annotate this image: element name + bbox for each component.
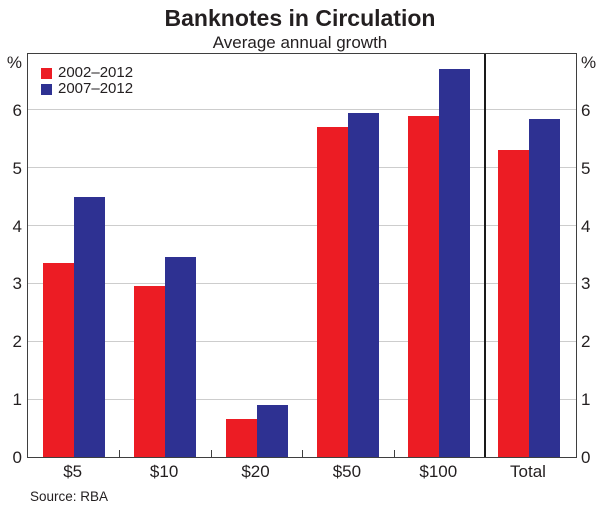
left-axis-label-0: 0 bbox=[12, 448, 22, 467]
bar-Total-blue bbox=[529, 118, 560, 457]
gridline-5 bbox=[28, 167, 576, 169]
gridline-6 bbox=[28, 109, 576, 111]
right-axis-label-0: 0 bbox=[581, 448, 591, 467]
left-axis-label-3: 3 bbox=[12, 274, 22, 294]
x-axis-label-50: $50 bbox=[332, 462, 362, 481]
bar-100-red bbox=[408, 115, 440, 457]
total-separator-line bbox=[484, 54, 486, 457]
source-note: Source: RBA bbox=[30, 489, 109, 504]
left-axis-label-6: 6 bbox=[12, 100, 22, 120]
left-axis-label-unit: % bbox=[6, 53, 22, 72]
x-axis-tick bbox=[302, 450, 304, 457]
legend-label: 2002–2012 bbox=[58, 64, 134, 81]
x-axis-tick bbox=[393, 450, 395, 457]
right-axis-label-2: 2 bbox=[581, 332, 591, 352]
right-axis-label-4: 4 bbox=[581, 216, 591, 236]
x-axis-label-10: $10 bbox=[149, 462, 179, 481]
x-axis-tick bbox=[119, 450, 121, 457]
legend-swatch-red bbox=[41, 67, 52, 79]
legend: 2002–2012 2007–2012 bbox=[41, 65, 133, 97]
legend-item: 2002–2012 bbox=[41, 65, 133, 81]
legend-label: 2007–2012 bbox=[58, 80, 134, 97]
right-axis-label-1: 1 bbox=[581, 390, 591, 410]
x-axis-label-20: $20 bbox=[241, 462, 270, 481]
bar-10-red bbox=[134, 286, 166, 457]
x-axis-label-Total: Total bbox=[510, 462, 546, 481]
chart-title: Banknotes in Circulation bbox=[164, 5, 436, 31]
bar-10-blue bbox=[165, 257, 197, 457]
left-axis-label-1: 1 bbox=[12, 390, 22, 410]
bar-50-blue bbox=[347, 112, 379, 457]
x-axis-tick bbox=[210, 450, 212, 457]
legend-item: 2007–2012 bbox=[41, 81, 133, 97]
gridline-4 bbox=[28, 225, 576, 227]
gridline-1 bbox=[28, 398, 576, 400]
right-axis-label-5: 5 bbox=[581, 158, 591, 178]
legend-swatch-blue bbox=[41, 83, 52, 95]
right-axis-label-3: 3 bbox=[581, 274, 591, 294]
left-axis-label-5: 5 bbox=[12, 158, 22, 178]
bar-5-red bbox=[42, 263, 74, 457]
left-axis-label-4: 4 bbox=[12, 216, 22, 236]
bar-20-red bbox=[225, 419, 257, 457]
gridline-2 bbox=[28, 340, 576, 342]
bar-Total-red bbox=[498, 150, 529, 457]
x-axis-label-5: $5 bbox=[63, 462, 83, 481]
bar-50-red bbox=[316, 127, 348, 457]
chart-subtitle: Average annual growth bbox=[212, 33, 388, 52]
plot-area: 2002–2012 2007–2012 bbox=[27, 53, 577, 458]
bar-100-blue bbox=[439, 69, 471, 457]
bar-20-blue bbox=[256, 404, 288, 457]
right-axis-label-6: 6 bbox=[581, 100, 591, 120]
bar-5-blue bbox=[73, 196, 105, 457]
left-axis-label-2: 2 bbox=[12, 332, 22, 352]
right-axis-label-unit: % bbox=[581, 53, 597, 72]
x-axis-label-100: $100 bbox=[419, 462, 458, 481]
gridline-3 bbox=[28, 282, 576, 284]
